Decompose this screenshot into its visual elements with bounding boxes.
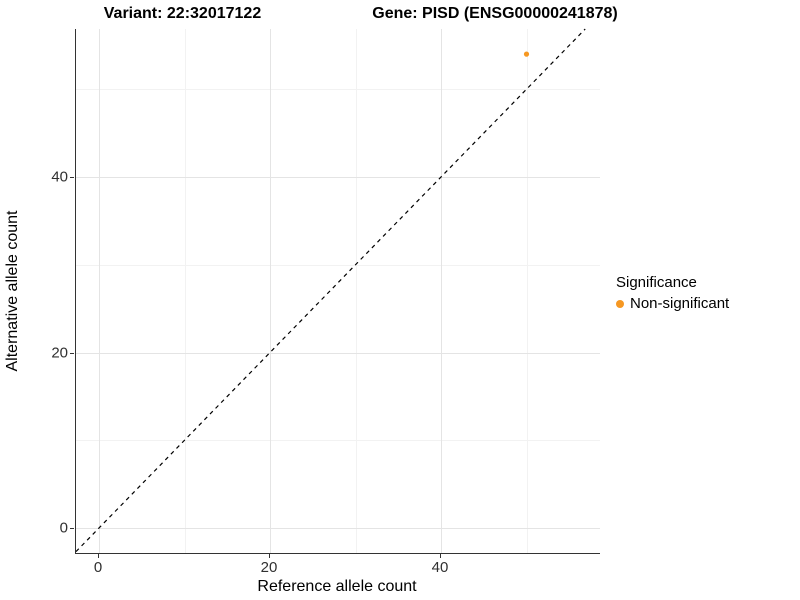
- legend-item-label: Non-significant: [630, 295, 730, 312]
- legend-title: Significance: [616, 274, 697, 291]
- y-tick-mark: [70, 177, 74, 178]
- legend-point-icon: [616, 299, 624, 308]
- x-tick-mark: [98, 554, 99, 558]
- legend-item: Non-significant: [616, 295, 729, 312]
- y-tick-mark: [70, 352, 74, 354]
- plot-layer: [75, 28, 586, 553]
- y-axis-label: Alternative allele count: [4, 210, 21, 372]
- x-minor-gridline: [355, 29, 357, 553]
- y-tick-label: 40: [51, 168, 68, 186]
- y-tick-label: 20: [51, 344, 68, 361]
- x-minor-gridline: [184, 29, 186, 553]
- y-major-gridline: [76, 528, 600, 529]
- x-tick-label: 0: [93, 559, 103, 576]
- y-major-gridline: [76, 352, 600, 354]
- x-tick-mark: [269, 554, 270, 558]
- x-major-gridline: [99, 29, 100, 553]
- x-major-gridline: [441, 29, 442, 553]
- x-tick-label: 20: [260, 559, 278, 576]
- x-tick-label: 40: [431, 559, 449, 576]
- y-tick-mark: [70, 528, 74, 529]
- variant-title: Variant: 22:32017122: [103, 5, 262, 22]
- identity-dashed-line: [75, 28, 586, 553]
- gene-title: Gene: PISD (ENSG00000241878): [372, 5, 618, 22]
- legend: Significance Non-significant: [616, 274, 729, 312]
- y-minor-gridline: [76, 264, 600, 266]
- x-axis-label: Reference allele count: [257, 578, 417, 595]
- x-tick-mark: [440, 554, 441, 558]
- y-tick-label: 0: [59, 519, 68, 537]
- y-minor-gridline: [76, 440, 600, 442]
- x-major-gridline: [270, 29, 271, 553]
- plot-panel: [75, 28, 600, 554]
- y-minor-gridline: [76, 89, 600, 91]
- x-minor-gridline: [526, 29, 528, 553]
- y-major-gridline: [76, 177, 600, 178]
- data-point: [523, 51, 530, 57]
